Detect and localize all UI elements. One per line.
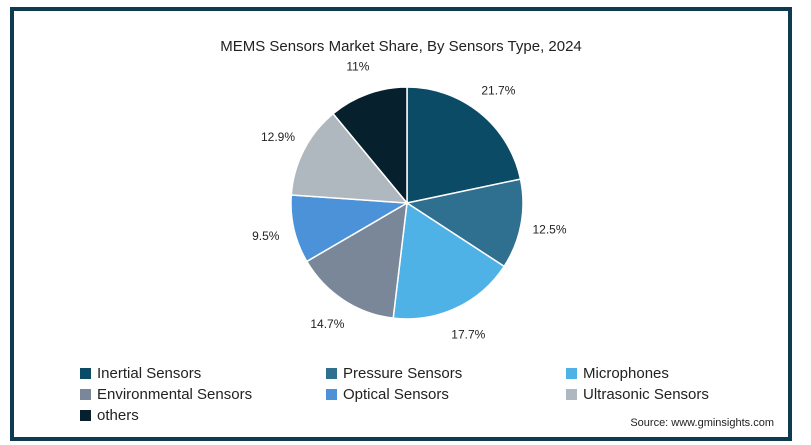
legend-swatch: [326, 389, 337, 400]
legend-item-pressure-sensors: Pressure Sensors: [326, 365, 462, 382]
legend-swatch: [80, 410, 91, 421]
slice-label-others: 11%: [346, 60, 369, 74]
pie-slice-others: [332, 86, 408, 206]
pie-slice-environmental-sensors: [305, 201, 408, 320]
legend-label: Microphones: [583, 365, 669, 382]
legend-swatch: [566, 389, 577, 400]
legend-label: Optical Sensors: [343, 386, 449, 403]
pie-chart: 21.7% 12.5% 17.7% 14.7% 9.5% 12.9% 11%: [252, 60, 567, 342]
legend-label: Inertial Sensors: [97, 365, 202, 382]
slice-label-ultrasonic-sensors: 12.9%: [261, 130, 295, 144]
pie-slice-ultrasonic-sensors: [290, 112, 409, 204]
legend-swatch: [80, 389, 91, 400]
legend-item-environmental-sensors: Environmental Sensors: [80, 386, 252, 403]
source-note: Source: www.gminsights.com: [630, 417, 774, 429]
legend-item-microphones: Microphones: [566, 365, 669, 382]
legend-label: others: [97, 407, 139, 424]
chart-legend: Inertial Sensors Pressure Sensors Micropho…: [80, 365, 780, 427]
legend-swatch: [326, 368, 337, 379]
legend-item-ultrasonic-sensors: Ultrasonic Sensors: [566, 386, 709, 403]
chart-frame: MEMS Sensors Market Share, By Sensors Ty…: [10, 7, 792, 441]
pie-slice-inertial-sensors: [406, 86, 522, 204]
chart-title: MEMS Sensors Market Share, By Sensors Ty…: [220, 38, 582, 55]
pie-slice-pressure-sensors: [405, 178, 524, 268]
slice-label-pressure-sensors: 12.5%: [532, 223, 566, 237]
legend-item-inertial-sensors: Inertial Sensors: [80, 365, 201, 382]
slice-label-optical-sensors: 9.5%: [252, 229, 280, 243]
legend-item-optical-sensors: Optical Sensors: [326, 386, 449, 403]
slice-label-inertial-sensors: 21.7%: [481, 83, 515, 97]
legend-label: Environmental Sensors: [97, 386, 253, 403]
pie-slice-microphones: [392, 201, 506, 320]
legend-label: Ultrasonic Sensors: [583, 386, 709, 403]
legend-label: Pressure Sensors: [343, 365, 463, 382]
slice-label-environmental-sensors: 14.7%: [310, 317, 344, 331]
legend-item-others: others: [80, 407, 139, 424]
legend-swatch: [80, 368, 91, 379]
legend-swatch: [566, 368, 577, 379]
slice-label-microphones: 17.7%: [451, 327, 485, 341]
